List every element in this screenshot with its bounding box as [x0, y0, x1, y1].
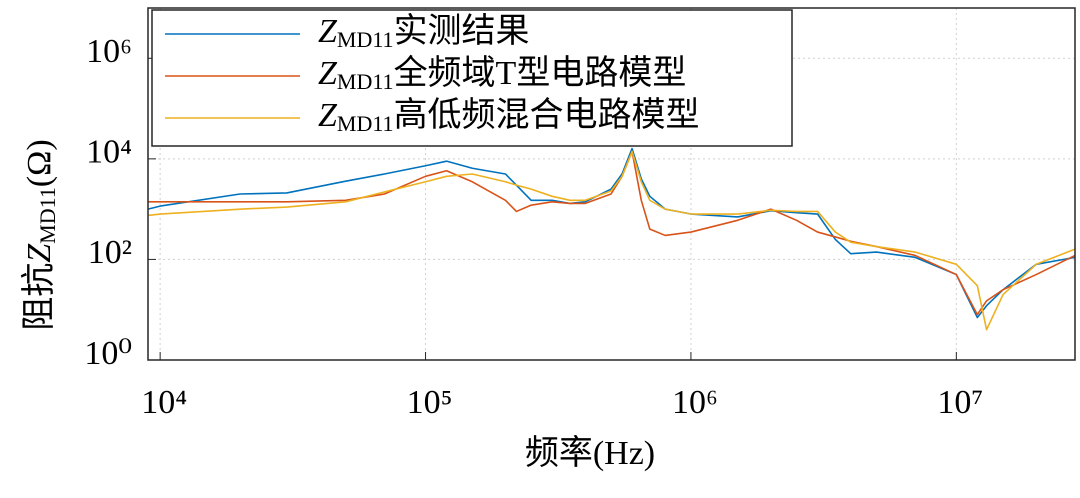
legend-symbol: Z	[318, 13, 338, 50]
x-tick-label: 10⁷	[937, 384, 983, 421]
x-tick-label: 10⁵	[407, 384, 453, 421]
legend-box	[151, 9, 793, 147]
y-tick-label: 10⁶	[86, 33, 132, 70]
legend-symbol: Z	[318, 97, 338, 134]
x-tick-label: 10⁶	[672, 384, 718, 421]
y-label-prefix: 阻抗	[20, 263, 58, 331]
y-label-suffix: (Ω)	[21, 139, 58, 187]
y-tick-label: 10²	[88, 234, 132, 271]
legend-entry: 全频域T型电路模型	[394, 54, 687, 92]
x-axis-label: 频率(Hz)	[525, 434, 655, 472]
legend-label: ZMD11高低频混合电路模型	[318, 96, 700, 136]
plot-frame	[147, 7, 1076, 361]
legend-subscript: MD11	[337, 69, 394, 94]
y-tick-label: 10⁴	[86, 134, 132, 171]
legend-symbol: Z	[318, 55, 338, 92]
y-tick-label: 10⁰	[84, 335, 132, 372]
legend-label: ZMD11实测结果	[318, 12, 530, 52]
series-line	[147, 150, 1076, 331]
grid	[148, 8, 1075, 361]
lines	[147, 147, 1076, 331]
legend-entry: 高低频混合电路模型	[394, 96, 700, 134]
legend-subscript: MD11	[337, 27, 394, 52]
y-axis-label: 阻抗ZMD11(Ω)	[20, 139, 60, 330]
legend-label: ZMD11全频域T型电路模型	[318, 54, 686, 94]
y-label-symbol: Z	[21, 243, 58, 263]
series-line	[147, 147, 1076, 319]
series-line	[148, 150, 1076, 316]
y-label-subscript: MD11	[35, 187, 60, 244]
legend-subscript: MD11	[337, 111, 394, 136]
x-tick-label: 10⁴	[141, 384, 187, 421]
legend-entry: 实测结果	[394, 12, 530, 50]
